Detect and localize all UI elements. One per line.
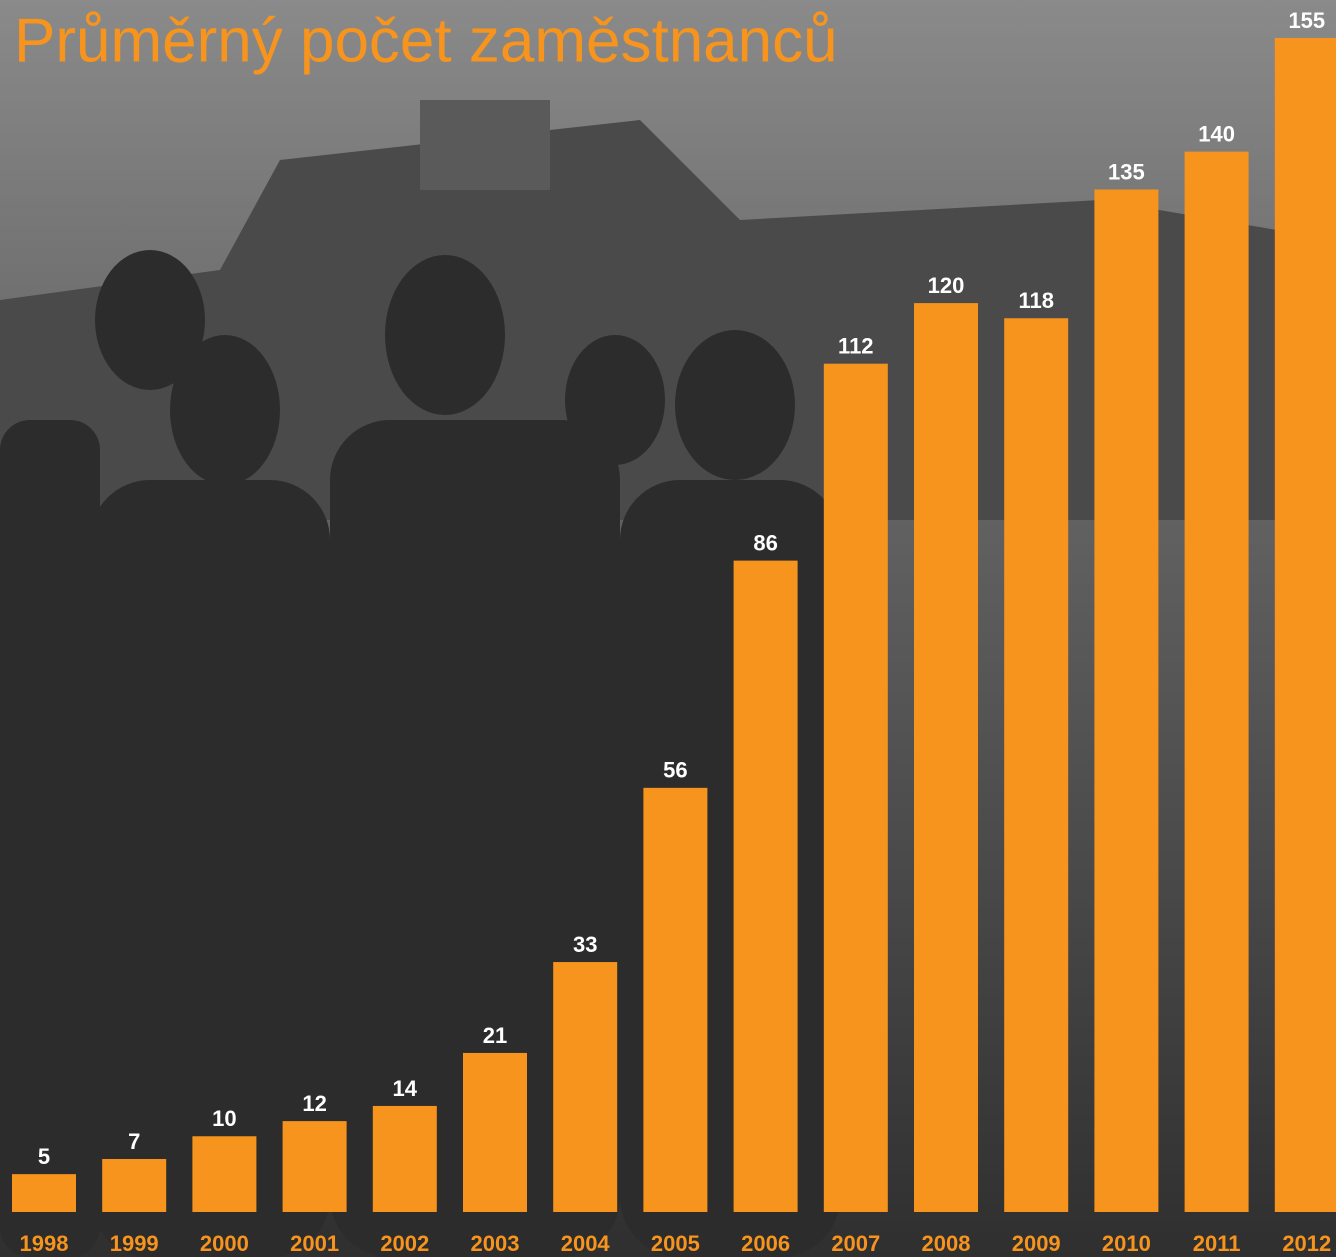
- value-label: 21: [483, 1023, 507, 1048]
- x-tick-label: 2004: [561, 1231, 611, 1256]
- bar: [12, 1174, 76, 1212]
- value-label: 135: [1108, 159, 1145, 184]
- x-tick-label: 2000: [200, 1231, 249, 1256]
- x-tick-label: 2010: [1102, 1231, 1151, 1256]
- value-label: 112: [838, 334, 874, 359]
- bar: [1185, 152, 1249, 1212]
- bar: [373, 1106, 437, 1212]
- x-tick-label: 2001: [290, 1231, 339, 1256]
- x-tick-label: 1998: [20, 1231, 69, 1256]
- x-tick-label: 2007: [831, 1231, 880, 1256]
- x-tick-label: 2008: [922, 1231, 971, 1256]
- x-tick-label: 1999: [110, 1231, 159, 1256]
- x-tick-label: 2005: [651, 1231, 700, 1256]
- x-tick-label: 2012: [1282, 1231, 1331, 1256]
- chart-title: Průměrný počet zaměstnanců: [14, 6, 838, 75]
- bar: [102, 1159, 166, 1212]
- x-tick-label: 2006: [741, 1231, 790, 1256]
- bar: [734, 561, 798, 1212]
- bar: [283, 1121, 347, 1212]
- value-label: 86: [753, 530, 777, 555]
- bar: [824, 364, 888, 1212]
- x-tick-label: 2003: [471, 1231, 520, 1256]
- value-label: 120: [928, 273, 965, 298]
- bar: [463, 1053, 527, 1212]
- value-label: 33: [573, 932, 597, 957]
- value-label: 12: [302, 1091, 326, 1116]
- x-tick-label: 2011: [1193, 1231, 1241, 1256]
- value-label: 155: [1288, 8, 1325, 33]
- x-tick-label: 2009: [1012, 1231, 1061, 1256]
- value-label: 5: [38, 1144, 50, 1169]
- bar: [1004, 318, 1068, 1212]
- value-label: 118: [1018, 288, 1054, 313]
- value-label: 14: [393, 1076, 418, 1101]
- chart: Průměrný počet zaměstnanců 5 1998 7 1999 10 2…: [0, 0, 1336, 1257]
- bar: [192, 1136, 256, 1212]
- value-label: 56: [663, 758, 687, 783]
- page: Průměrný počet zaměstnanců 5 1998 7 1999 10 2…: [0, 0, 1336, 1257]
- value-label: 7: [128, 1129, 140, 1154]
- bar: [914, 303, 978, 1212]
- bar: [553, 962, 617, 1212]
- x-tick-label: 2002: [380, 1231, 429, 1256]
- value-label: 140: [1198, 121, 1235, 146]
- bar: [1275, 38, 1336, 1212]
- chimney: [420, 100, 550, 190]
- bar: [1094, 189, 1158, 1212]
- bar: [643, 788, 707, 1212]
- value-label: 10: [212, 1106, 236, 1131]
